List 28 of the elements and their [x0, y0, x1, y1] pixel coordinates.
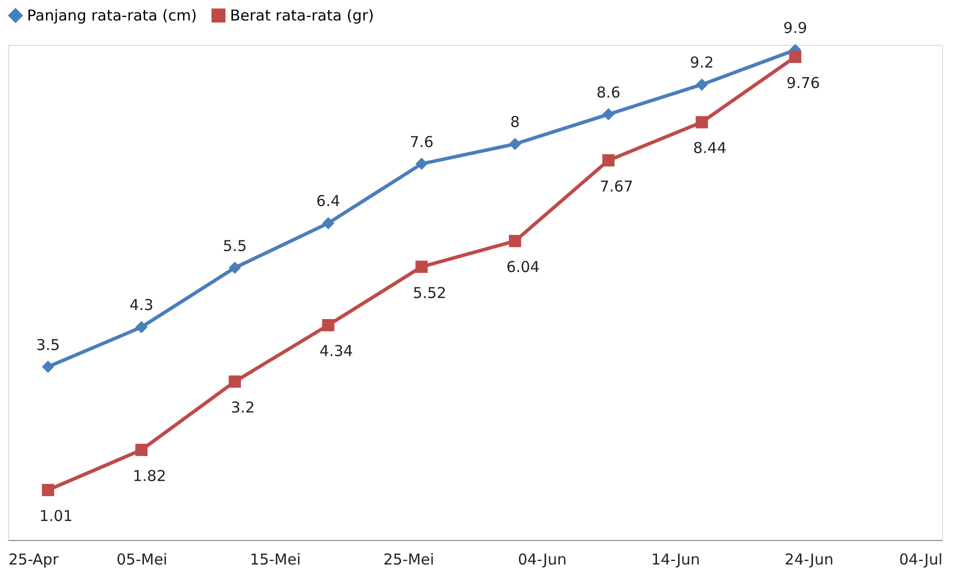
data-label: 8.6 [596, 83, 620, 102]
x-tick-label: 14-Jun [651, 550, 700, 568]
data-label: 6.4 [316, 192, 340, 210]
x-tick-label: 25-Mei [383, 550, 434, 568]
data-label: 9.9 [783, 18, 808, 37]
data-label: 6.04 [506, 258, 540, 276]
data-label: 1.01 [39, 507, 73, 526]
x-tick-label: 05-Mei [116, 550, 168, 568]
data-label: 7.67 [600, 177, 634, 196]
data-label: 8 [510, 113, 520, 131]
x-tick-label: 25-Apr [8, 550, 60, 568]
data-label: 3.2 [230, 398, 255, 417]
legend-label: Panjang rata-rata (cm) [27, 6, 197, 25]
data-label: 3.5 [36, 336, 60, 354]
data-label: 4.34 [320, 342, 353, 360]
data-label: 9.76 [786, 74, 820, 92]
legend-label: Berat rata-rata (gr) [230, 6, 374, 25]
data-label: 7.6 [410, 132, 434, 151]
data-label: 5.52 [412, 284, 446, 302]
x-tick-label: 24-Jun [784, 550, 834, 568]
data-label: 8.44 [693, 139, 727, 158]
x-tick-label: 04-Jun [518, 550, 567, 568]
data-label: 9.2 [690, 54, 714, 72]
data-label: 5.5 [222, 236, 247, 255]
data-label: 1.82 [132, 466, 166, 485]
x-tick-label: 15-Mei [250, 550, 301, 568]
data-label: 4.3 [130, 296, 154, 314]
x-tick-label: 04-Jul [899, 550, 942, 568]
